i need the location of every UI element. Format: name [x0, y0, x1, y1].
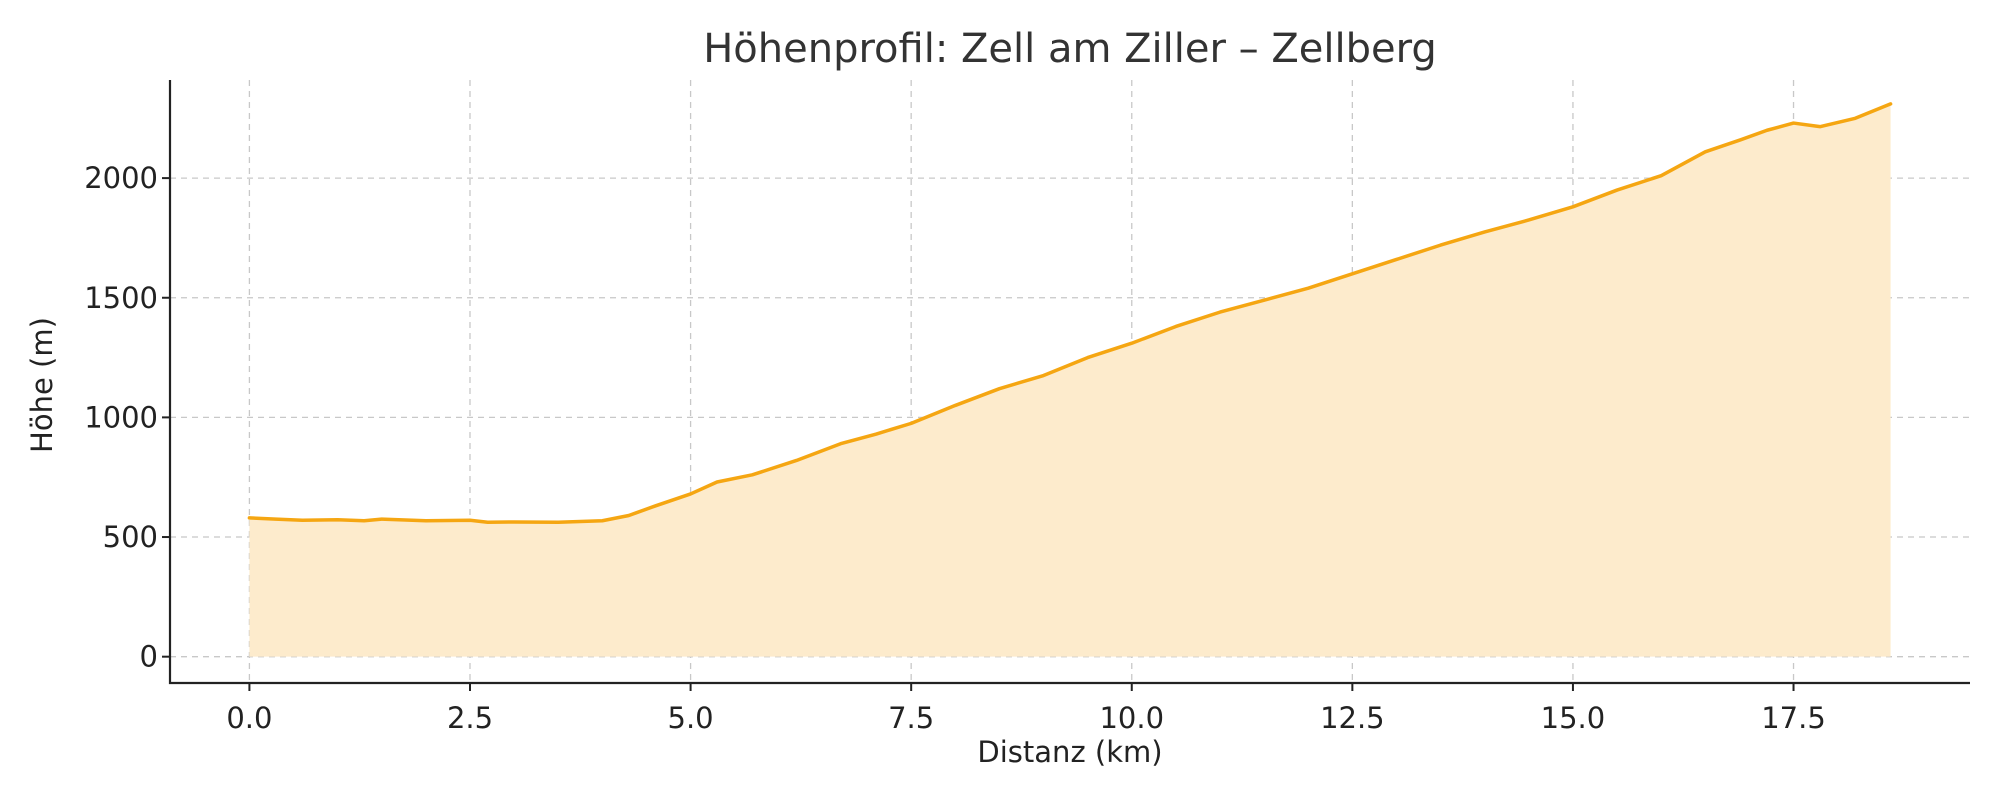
y-tick-label: 0	[140, 640, 158, 674]
y-tick-label: 1000	[84, 400, 158, 434]
x-tick-label: 7.5	[888, 701, 934, 735]
x-tick-label: 2.5	[447, 701, 493, 735]
y-axis-label: Höhe (m)	[25, 317, 59, 453]
y-tick-label: 1500	[84, 281, 158, 315]
y-tick-label: 2000	[84, 161, 158, 195]
chart-title: Höhenprofil: Zell am Ziller – Zellberg	[703, 26, 1437, 72]
ticks: 0.0 2.5 5.0 7.5 10.0 12.5 15.0 17.5 0 500 1000 1500…	[84, 161, 1826, 735]
x-tick-label: 5.0	[668, 701, 714, 735]
x-tick-label: 15.0	[1541, 701, 1606, 735]
x-tick-label: 0.0	[226, 701, 272, 735]
x-tick-label: 12.5	[1320, 701, 1385, 735]
y-tick-label: 500	[103, 520, 158, 554]
axes	[168, 80, 1970, 685]
axis-spines	[168, 80, 1970, 685]
x-axis-label: Distanz (km)	[977, 735, 1162, 769]
elevation-area	[249, 103, 1891, 657]
elevation-line	[247, 102, 1893, 524]
x-tick-label: 10.0	[1099, 701, 1164, 735]
x-tick-label: 17.5	[1761, 701, 1826, 735]
